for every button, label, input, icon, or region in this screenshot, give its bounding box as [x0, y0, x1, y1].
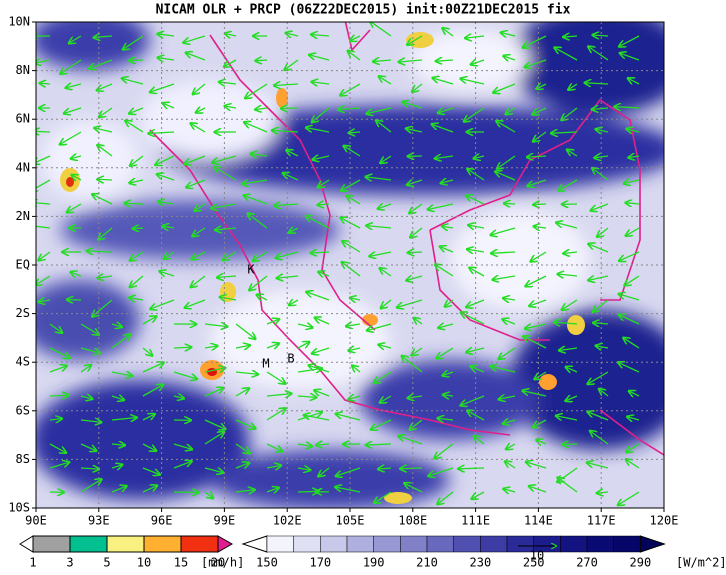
colorbar-swatch — [70, 536, 107, 552]
lat-label: 4S — [16, 355, 30, 369]
colorbar-swatch — [144, 536, 181, 552]
lon-label: 90E — [25, 514, 47, 528]
lat-label: 8N — [16, 63, 30, 77]
colorbar-swatch — [347, 536, 374, 552]
lon-label: 96E — [151, 514, 173, 528]
wind-arrow — [400, 468, 422, 469]
colorbar-swatch — [107, 536, 144, 552]
colorbar-swatch — [374, 536, 401, 552]
wind-arrow — [298, 491, 318, 492]
colorbar-label: 290 — [630, 556, 652, 570]
colorbar-end — [20, 536, 33, 552]
colorbar-swatch — [454, 536, 481, 552]
colorbar-label: 3 — [66, 556, 73, 570]
lat-label: 10N — [8, 15, 30, 29]
colorbar-end — [218, 536, 232, 552]
colorbar-label: 190 — [363, 556, 385, 570]
colorbar-swatch — [480, 536, 507, 552]
colorbar-swatch — [267, 536, 294, 552]
lon-label: 93E — [88, 514, 110, 528]
wind-arrow — [174, 347, 191, 348]
lat-label: 8S — [16, 452, 30, 466]
wind-arrow — [256, 60, 267, 61]
colorbar-unit: [mm/h] — [201, 556, 244, 570]
colorbar-end — [640, 536, 664, 552]
title: NICAM OLR + PRCP (06Z22DEC2015) init:00Z… — [156, 3, 571, 18]
lon-label: 111E — [461, 514, 490, 528]
colorbar-swatch — [181, 536, 218, 552]
colorbar-label: 150 — [256, 556, 278, 570]
marker-label: K — [247, 263, 255, 277]
wind-arrow — [50, 395, 69, 396]
wind-arrow — [458, 468, 484, 469]
colorbar-swatch — [33, 536, 70, 552]
colorbar-label: 230 — [470, 556, 492, 570]
wind-arrow — [133, 228, 143, 229]
colorbar-swatch — [294, 536, 321, 552]
colorbar-label: 15 — [174, 556, 188, 570]
vector-label: 10 — [530, 549, 544, 563]
lon-label: 99E — [214, 514, 236, 528]
wind-arrow — [129, 60, 143, 61]
marker-label: B — [287, 352, 294, 366]
colorbar-swatch — [587, 536, 614, 552]
lon-label: 117E — [587, 514, 616, 528]
wind-arrow — [40, 83, 50, 84]
colorbar-label: 270 — [576, 556, 598, 570]
lat-label: 2N — [16, 209, 30, 223]
lat-label: EQ — [16, 258, 30, 272]
wind-arrow — [408, 252, 422, 253]
wind-arrow — [98, 179, 112, 180]
lat-label: 6S — [16, 403, 30, 417]
colorbar-label: 10 — [137, 556, 151, 570]
lon-label: 108E — [398, 514, 427, 528]
lat-label: 10S — [8, 501, 30, 515]
colorbar-label: 1 — [29, 556, 36, 570]
lon-label: 105E — [336, 514, 365, 528]
wind-arrow — [281, 108, 298, 109]
marker-label: M — [262, 357, 269, 371]
lat-label: 2S — [16, 306, 30, 320]
colorbar-swatch — [320, 536, 347, 552]
wind-arrow — [504, 203, 515, 204]
colorbar-end — [243, 536, 267, 552]
colorbar-swatch — [614, 536, 641, 552]
plot-area — [20, 5, 690, 510]
colorbar-label: 210 — [416, 556, 438, 570]
colorbar-label: 5 — [103, 556, 110, 570]
lon-label: 114E — [524, 514, 553, 528]
lat-label: 4N — [16, 160, 30, 174]
wind-arrow — [125, 203, 143, 204]
lon-label: 120E — [650, 514, 679, 528]
lat-label: 6N — [16, 112, 30, 126]
wind-arrow — [534, 204, 546, 205]
colorbar-label: 170 — [309, 556, 331, 570]
colorbar-swatch — [427, 536, 454, 552]
lon-label: 102E — [273, 514, 302, 528]
colorbar-swatch — [560, 536, 587, 552]
colorbar-unit: [W/m^2] — [676, 556, 726, 570]
colorbar-swatch — [400, 536, 427, 552]
wind-arrow — [562, 444, 577, 445]
